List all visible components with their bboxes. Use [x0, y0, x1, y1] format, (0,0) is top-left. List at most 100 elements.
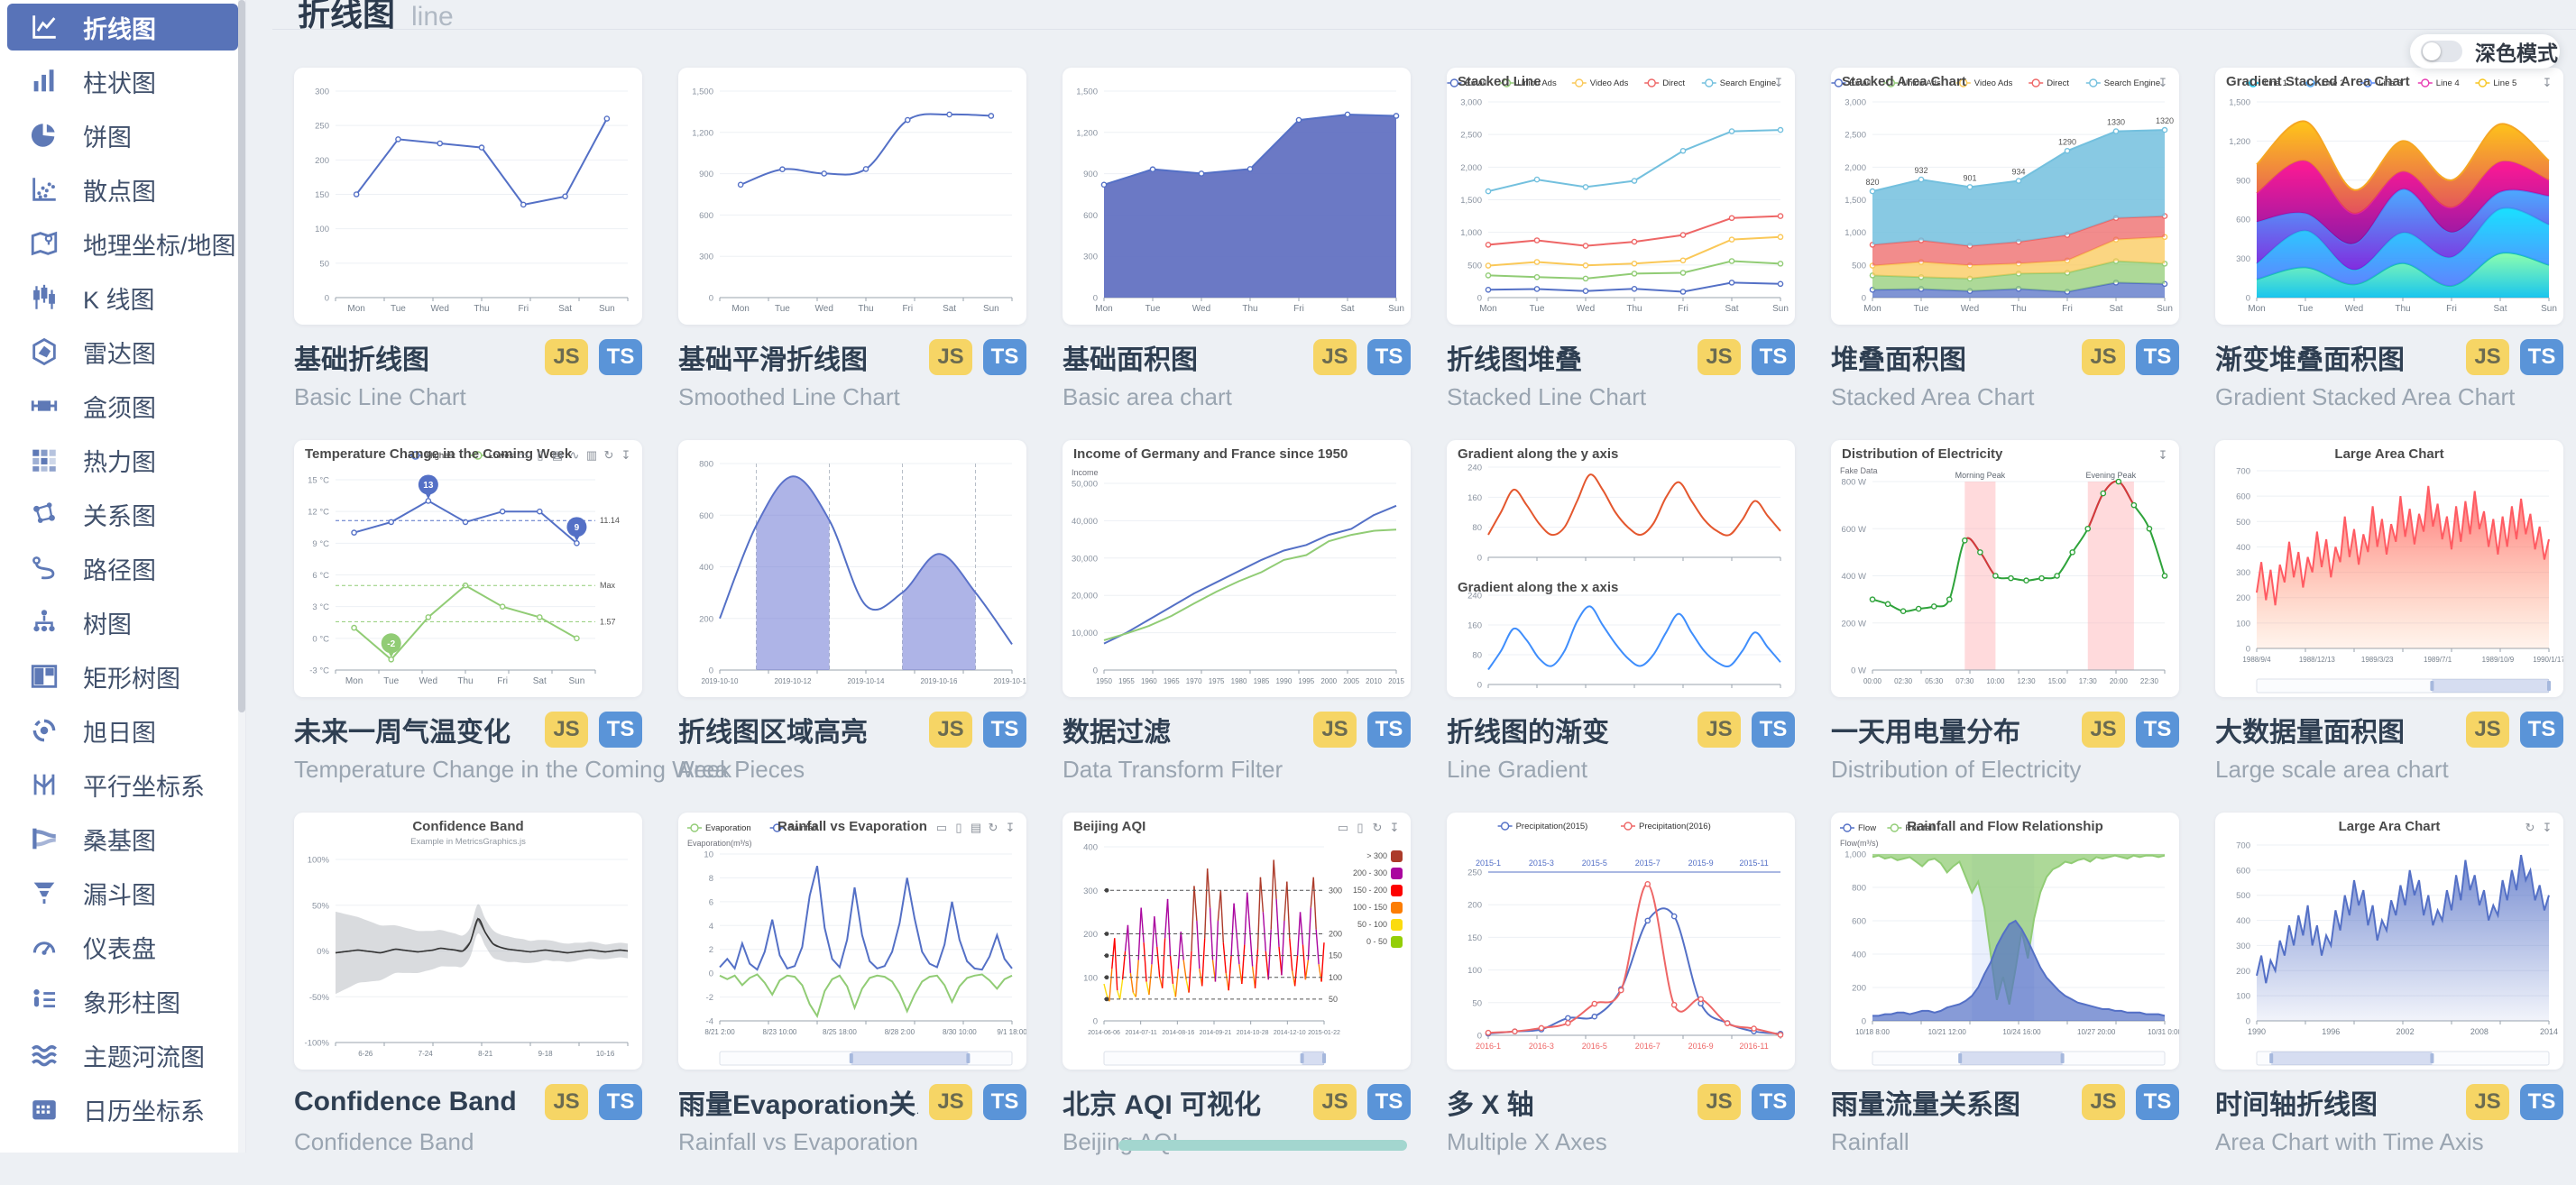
example-card[interactable]: 0 500 1,000 1,500 2,000 2,500 3,000 Mon Tue Wed Th…: [1447, 68, 1795, 440]
js-badge[interactable]: JS: [545, 712, 588, 748]
sidebar-item-bar[interactable]: 柱状图: [0, 54, 245, 108]
ts-badge[interactable]: TS: [2136, 339, 2179, 375]
chart-thumbnail[interactable]: 0 200 400 600 800 1,000 10/18 8:00 10/21 12:00 1…: [1831, 813, 2179, 1070]
dark-mode-switch-knob[interactable]: [2423, 42, 2441, 60]
sidebar-item-candlestick[interactable]: K 线图: [0, 271, 245, 325]
sidebar-item-calendar[interactable]: 日历坐标系: [0, 1082, 245, 1136]
ts-badge[interactable]: TS: [2136, 1084, 2179, 1120]
sidebar-item-sankey[interactable]: 桑基图: [0, 812, 245, 866]
sidebar-item-map[interactable]: 地理坐标/地图: [0, 216, 245, 271]
ts-badge[interactable]: TS: [983, 1084, 1026, 1120]
sidebar-item-themeRiver[interactable]: 主题河流图: [0, 1028, 245, 1082]
example-card[interactable]: -3 °C 0 °C 3 °C 6 °C 9 °C 12 °C 15 °C Mon Tue Wed…: [294, 440, 731, 813]
sidebar-item-radar[interactable]: 雷达图: [0, 325, 245, 379]
js-badge[interactable]: JS: [2466, 1084, 2509, 1120]
sidebar-item-pie[interactable]: 饼图: [0, 108, 245, 162]
ts-badge[interactable]: TS: [2136, 712, 2179, 748]
js-badge[interactable]: JS: [1697, 1084, 1741, 1120]
ts-badge[interactable]: TS: [1752, 339, 1795, 375]
chart-thumbnail[interactable]: 0 50 100 150 200 250 2016-1 2016-3 2016-5 2016-7 2…: [1447, 813, 1795, 1070]
ts-badge[interactable]: TS: [1367, 339, 1411, 375]
chart-thumbnail[interactable]: 0 10,000 20,000 30,000 40,000 50,000 1950 1955 1…: [1063, 440, 1411, 697]
sidebar-item-pictorialBar[interactable]: 象形柱图: [0, 974, 245, 1028]
example-card[interactable]: 0 50 100 150 200 250 300 Mon Tue Wed Thu Fri Sat Sun 基…: [294, 68, 642, 440]
js-badge[interactable]: JS: [545, 1084, 588, 1120]
chart-thumbnail[interactable]: 0 100 200 300 400 2014-06-06 2014-07-11 2014-08…: [1063, 813, 1411, 1070]
chart-thumbnail[interactable]: 0 200 400 600 800 2019-10-10 2019-10-12 2019-10…: [678, 440, 1026, 697]
chart-thumbnail[interactable]: 0 500 1,000 1,500 2,000 2,500 3,000 Mon Tue Wed Th…: [1447, 68, 1795, 325]
ts-badge[interactable]: TS: [2520, 1084, 2563, 1120]
js-badge[interactable]: JS: [2082, 1084, 2125, 1120]
sidebar-item-tree[interactable]: 树图: [0, 595, 245, 649]
js-badge[interactable]: JS: [2466, 339, 2509, 375]
js-badge[interactable]: JS: [929, 712, 972, 748]
chart-thumbnail[interactable]: -100% -50% 0% 50% 100% 6-26 7-24 8-21 9-18 10-16 C…: [294, 813, 642, 1070]
example-card[interactable]: -100% -50% 0% 50% 100% 6-26 7-24 8-21 9-18 10-16 C…: [294, 813, 642, 1185]
js-badge[interactable]: JS: [1313, 1084, 1357, 1120]
js-badge[interactable]: JS: [545, 339, 588, 375]
js-badge[interactable]: JS: [1697, 712, 1741, 748]
ts-badge[interactable]: TS: [983, 339, 1026, 375]
ts-badge[interactable]: TS: [599, 339, 642, 375]
chart-thumbnail[interactable]: 0 300 600 900 1,200 1,500 Mon Tue Wed Thu Fri Sat Su…: [1063, 68, 1411, 325]
ts-badge[interactable]: TS: [1367, 712, 1411, 748]
sidebar-scrollbar-thumb[interactable]: [238, 0, 245, 712]
ts-badge[interactable]: TS: [2520, 339, 2563, 375]
chart-thumbnail[interactable]: 0 100 200 300 400 500 600 700 1990 1996 2002 2008 20…: [2215, 813, 2563, 1070]
sidebar-item-gauge[interactable]: 仪表盘: [0, 920, 245, 974]
example-card[interactable]: 0 50 100 150 200 250 2016-1 2016-3 2016-5 2016-7 2…: [1447, 813, 1795, 1185]
ts-badge[interactable]: TS: [2520, 712, 2563, 748]
sidebar-item-treemap[interactable]: 矩形树图: [0, 649, 245, 703]
ts-badge[interactable]: TS: [599, 712, 642, 748]
js-badge[interactable]: JS: [1313, 712, 1357, 748]
js-badge[interactable]: JS: [2466, 712, 2509, 748]
sidebar-item-funnel[interactable]: 漏斗图: [0, 866, 245, 920]
chart-thumbnail[interactable]: 0 50 100 150 200 250 300 Mon Tue Wed Thu Fri Sat Sun: [294, 68, 642, 325]
sidebar-item-scatter[interactable]: 散点图: [0, 162, 245, 216]
js-badge[interactable]: JS: [929, 1084, 972, 1120]
ts-badge[interactable]: TS: [599, 1084, 642, 1120]
chart-thumbnail[interactable]: 0 W 200 W 400 W 600 W 800 W Morning Peak Eveni…: [1831, 440, 2179, 697]
ts-badge[interactable]: TS: [1752, 1084, 1795, 1120]
js-badge[interactable]: JS: [1313, 339, 1357, 375]
example-card[interactable]: 0 100 200 300 400 500 600 700 1990 1996 2002 2008 20…: [2215, 813, 2563, 1185]
chart-thumbnail[interactable]: 0 300 600 900 1,200 1,500 Mon Tue Wed Thu Fri Sat Su…: [678, 68, 1026, 325]
example-card[interactable]: 0 300 600 900 1,200 1,500 Mon Tue Wed Thu Fri Sat Su…: [678, 68, 1026, 440]
js-badge[interactable]: JS: [2082, 712, 2125, 748]
chart-thumbnail[interactable]: 0 100 200 300 400 500 600 700 1988/9/4 1988/12/13…: [2215, 440, 2563, 697]
horizontal-scrollbar-thumb[interactable]: [1118, 1140, 1407, 1151]
example-card[interactable]: -4 -2 0 2 4 6 8 10 8/21 2:00 8/23 10:00 8/25 18:00…: [678, 813, 1026, 1185]
example-card[interactable]: 0 500 1,000 1,500 2,000 2,500 3,000 Mon Tue Wed Th…: [1831, 68, 2179, 440]
dark-mode-switch[interactable]: [2421, 41, 2462, 62]
sidebar-item-lines[interactable]: 路径图: [0, 541, 245, 595]
js-badge[interactable]: JS: [929, 339, 972, 375]
chart-thumbnail[interactable]: 0 500 1,000 1,500 2,000 2,500 3,000 Mon Tue Wed Th…: [1831, 68, 2179, 325]
ts-badge[interactable]: TS: [1752, 712, 1795, 748]
example-card[interactable]: 0 W 200 W 400 W 600 W 800 W Morning Peak Eveni…: [1831, 440, 2179, 813]
example-card[interactable]: 0 80 160 240 Gradient along the y axis 0 80 160…: [1447, 440, 1795, 813]
ts-badge[interactable]: TS: [983, 712, 1026, 748]
js-badge[interactable]: JS: [2082, 339, 2125, 375]
dark-mode-toggle[interactable]: 深色模式: [2410, 34, 2560, 69]
sidebar-item-sunburst[interactable]: 旭日图: [0, 703, 245, 758]
example-card[interactable]: 0 100 200 300 400 2014-06-06 2014-07-11 2014-08…: [1063, 813, 1411, 1185]
example-card[interactable]: 0 300 600 900 1,200 1,500 Mon Tue Wed Thu Fri Sat Su…: [1063, 68, 1411, 440]
js-badge[interactable]: JS: [1697, 339, 1741, 375]
chart-thumbnail[interactable]: 0 80 160 240 Gradient along the y axis 0 80 160…: [1447, 440, 1795, 697]
ts-badge[interactable]: TS: [1367, 1084, 1411, 1120]
sidebar-item-line[interactable]: 折线图: [7, 4, 238, 51]
sidebar-item-custom[interactable]: 自定义系列: [0, 1136, 245, 1153]
sidebar-item-heatmap[interactable]: 热力图: [0, 433, 245, 487]
chart-thumbnail[interactable]: -4 -2 0 2 4 6 8 10 8/21 2:00 8/23 10:00 8/25 18:00…: [678, 813, 1026, 1070]
chart-thumbnail[interactable]: -3 °C 0 °C 3 °C 6 °C 9 °C 12 °C 15 °C Mon Tue Wed…: [294, 440, 642, 697]
chart-thumbnail[interactable]: 0 300 600 900 1,200 1,500 Mon Tue Wed Thu Fri Sat Su…: [2215, 68, 2563, 325]
example-card[interactable]: 0 10,000 20,000 30,000 40,000 50,000 1950 1955 1…: [1063, 440, 1411, 813]
sidebar-item-graph[interactable]: 关系图: [0, 487, 245, 541]
example-card[interactable]: 0 200 400 600 800 1,000 10/18 8:00 10/21 12:00 1…: [1831, 813, 2179, 1185]
example-card[interactable]: 0 300 600 900 1,200 1,500 Mon Tue Wed Thu Fri Sat Su…: [2215, 68, 2563, 440]
example-card[interactable]: 0 100 200 300 400 500 600 700 1988/9/4 1988/12/13…: [2215, 440, 2563, 813]
svg-text:3 °C: 3 °C: [312, 602, 329, 612]
sidebar-item-boxplot[interactable]: 盒须图: [0, 379, 245, 433]
example-card[interactable]: 0 200 400 600 800 2019-10-10 2019-10-12 2019-10…: [678, 440, 1026, 813]
sidebar-item-parallel[interactable]: 平行坐标系: [0, 758, 245, 812]
